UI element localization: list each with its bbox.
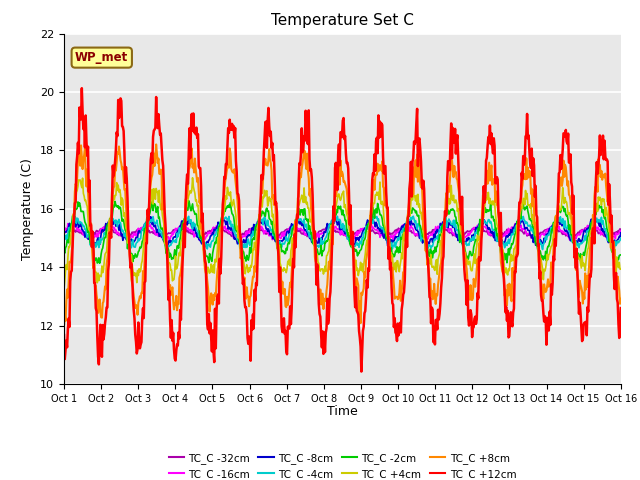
Line: TC_C -16cm: TC_C -16cm	[64, 223, 621, 241]
TC_C +8cm	[185, 166, 193, 171]
TC_C +8cm	[152, 142, 160, 147]
TC_C -4cm	[410, 216, 418, 222]
Line: TC_C -32cm: TC_C -32cm	[64, 227, 621, 238]
TC_C -32cm	[214, 226, 221, 232]
TC_C +12cm	[428, 305, 436, 311]
TC_C -16cm	[127, 233, 135, 239]
TC_C +4cm	[617, 266, 625, 272]
TC_C -4cm	[617, 235, 625, 241]
TC_C +12cm	[78, 85, 86, 91]
TC_C -16cm	[70, 222, 78, 228]
TC_C +12cm	[214, 292, 222, 298]
TC_C +8cm	[617, 296, 625, 302]
TC_C -2cm	[411, 207, 419, 213]
TC_C -4cm	[214, 228, 221, 233]
TC_C -32cm	[426, 230, 434, 236]
TC_C -2cm	[184, 207, 192, 213]
TC_C -8cm	[127, 236, 135, 242]
TC_C -4cm	[70, 216, 78, 222]
TC_C +4cm	[184, 197, 192, 203]
TC_C +12cm	[412, 137, 419, 143]
TC_C +8cm	[428, 293, 435, 299]
TC_C -16cm	[419, 239, 427, 244]
TC_C -16cm	[410, 230, 418, 236]
TC_C +8cm	[60, 324, 68, 329]
TC_C +12cm	[60, 332, 68, 338]
Line: TC_C -4cm: TC_C -4cm	[64, 216, 621, 250]
TC_C +4cm	[189, 175, 196, 180]
TC_C -8cm	[186, 220, 193, 226]
TC_C -8cm	[147, 214, 155, 220]
TC_C -2cm	[60, 248, 68, 254]
TC_C -4cm	[426, 243, 434, 249]
TC_C -4cm	[184, 215, 192, 221]
TC_C -2cm	[617, 252, 625, 258]
TC_C +8cm	[70, 212, 78, 218]
Y-axis label: Temperature (C): Temperature (C)	[22, 158, 35, 260]
TC_C -16cm	[428, 231, 435, 237]
X-axis label: Time: Time	[327, 405, 358, 418]
TC_C -4cm	[539, 247, 547, 252]
TC_C -4cm	[127, 245, 135, 251]
TC_C +4cm	[127, 252, 135, 257]
TC_C +12cm	[128, 272, 136, 277]
TC_C +12cm	[617, 305, 625, 311]
TC_C -8cm	[215, 221, 223, 227]
TC_C +8cm	[127, 276, 135, 282]
TC_C -8cm	[163, 245, 171, 251]
TC_C -32cm	[617, 227, 625, 233]
TC_C +12cm	[185, 153, 193, 159]
TC_C -16cm	[515, 220, 522, 226]
TC_C -8cm	[70, 220, 78, 226]
TC_C -2cm	[185, 198, 193, 204]
TC_C -32cm	[547, 224, 555, 229]
TC_C -8cm	[428, 236, 436, 241]
Line: TC_C -8cm: TC_C -8cm	[64, 217, 621, 248]
TC_C -16cm	[214, 226, 221, 232]
TC_C +4cm	[70, 212, 78, 217]
Line: TC_C +12cm: TC_C +12cm	[64, 88, 621, 372]
TC_C +4cm	[411, 194, 419, 200]
TC_C -2cm	[70, 217, 78, 223]
TC_C -32cm	[410, 230, 418, 236]
TC_C -32cm	[457, 235, 465, 240]
TC_C -32cm	[60, 228, 68, 234]
TC_C -16cm	[184, 225, 192, 231]
TC_C -2cm	[428, 247, 435, 253]
TC_C -32cm	[184, 228, 192, 233]
TC_C -2cm	[613, 263, 621, 269]
TC_C +8cm	[214, 263, 222, 269]
TC_C +12cm	[358, 369, 365, 374]
TC_C -8cm	[412, 226, 419, 232]
TC_C -2cm	[214, 229, 222, 235]
Title: Temperature Set C: Temperature Set C	[271, 13, 414, 28]
TC_C -2cm	[127, 251, 135, 256]
Text: WP_met: WP_met	[75, 51, 129, 64]
TC_C +12cm	[70, 216, 78, 222]
TC_C +4cm	[60, 286, 68, 291]
Line: TC_C +4cm: TC_C +4cm	[64, 178, 621, 288]
TC_C +4cm	[428, 252, 435, 258]
TC_C -4cm	[442, 213, 450, 218]
Line: TC_C -2cm: TC_C -2cm	[64, 201, 621, 266]
TC_C -16cm	[617, 229, 625, 235]
Legend: TC_C -32cm, TC_C -16cm, TC_C -8cm, TC_C -4cm, TC_C -2cm, TC_C +4cm, TC_C +8cm, T: TC_C -32cm, TC_C -16cm, TC_C -8cm, TC_C …	[164, 449, 520, 480]
TC_C -32cm	[70, 228, 78, 234]
TC_C -4cm	[60, 232, 68, 238]
TC_C -8cm	[617, 230, 625, 236]
TC_C -8cm	[60, 231, 68, 237]
TC_C -16cm	[60, 228, 68, 234]
Line: TC_C +8cm: TC_C +8cm	[64, 144, 621, 326]
TC_C -32cm	[127, 231, 135, 237]
TC_C +4cm	[214, 235, 222, 240]
TC_C +8cm	[411, 173, 419, 179]
